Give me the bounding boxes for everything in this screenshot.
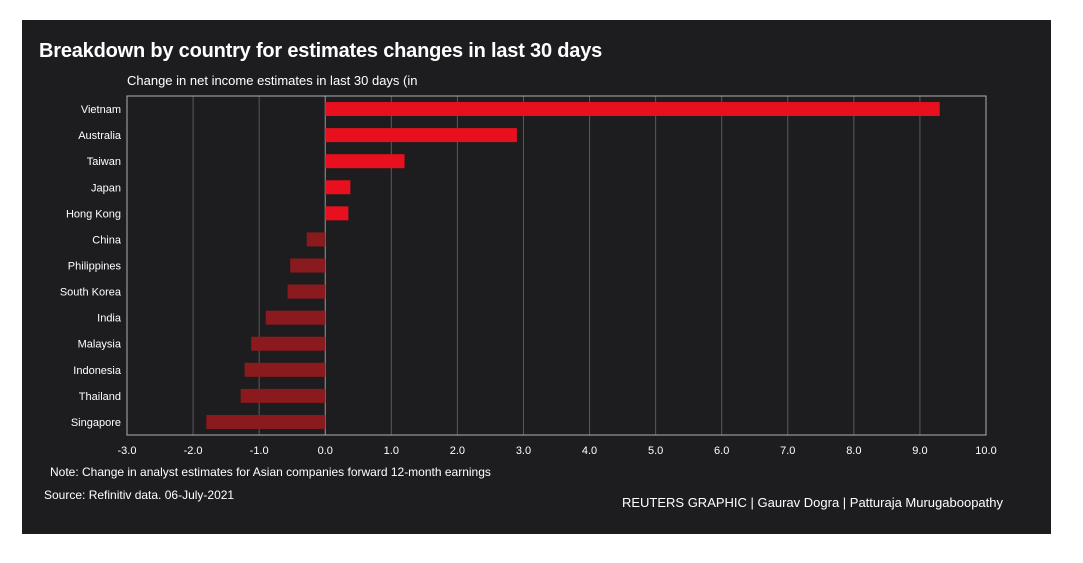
- x-tick-label: -1.0: [250, 445, 269, 457]
- x-tick-label: 10.0: [975, 445, 996, 457]
- category-label: Japan: [91, 182, 121, 194]
- x-tick-label: 5.0: [648, 445, 663, 457]
- x-tick-label: 6.0: [714, 445, 729, 457]
- chart-panel: Breakdown by country for estimates chang…: [22, 20, 1051, 534]
- bar-australia: [325, 128, 517, 143]
- chart-subtitle: Change in net income estimates in last 3…: [127, 73, 418, 88]
- x-tick-label: 8.0: [846, 445, 861, 457]
- x-tick-label: 4.0: [582, 445, 597, 457]
- category-label: Hong Kong: [66, 208, 121, 220]
- bar-south-korea: [287, 284, 326, 299]
- category-label: Philippines: [68, 261, 122, 273]
- category-label: Thailand: [79, 391, 121, 403]
- bar-china: [306, 232, 326, 247]
- bar-thailand: [240, 388, 326, 403]
- bar-india: [265, 310, 326, 325]
- bar-hong-kong: [325, 206, 349, 221]
- category-label: Indonesia: [73, 365, 122, 377]
- bar-vietnam: [325, 102, 940, 117]
- x-tick-label: 3.0: [516, 445, 531, 457]
- bar-chart: Vietnam Australia Taiwan Japan Hong Kong Chin…: [60, 95, 997, 457]
- x-tick-labels: -3.0 -2.0 -1.0 0.0 1.0 2.0 3.0 4.0 5.0 6.0 7.0 8.0 9…: [118, 445, 997, 457]
- chart-title: Breakdown by country for estimates chang…: [39, 40, 603, 62]
- x-tick-label: 2.0: [450, 445, 465, 457]
- bar-singapore: [206, 414, 326, 429]
- x-tick-label: 1.0: [384, 445, 399, 457]
- bar-taiwan: [325, 154, 405, 169]
- category-label: Taiwan: [87, 156, 121, 168]
- gridlines: [192, 96, 921, 435]
- chart-credit: REUTERS GRAPHIC | Gaurav Dogra | Pattura…: [621, 495, 1003, 510]
- chart-source: Source: Refinitiv data. 06-July-2021: [44, 488, 235, 502]
- x-tick-label: -2.0: [184, 445, 203, 457]
- chart-note: Note: Change in analyst estimates for As…: [50, 465, 491, 479]
- category-labels: Vietnam Australia Taiwan Japan Hong Kong Chin…: [60, 104, 122, 429]
- bar-japan: [325, 180, 351, 195]
- category-label: South Korea: [60, 287, 122, 299]
- category-label: Australia: [78, 130, 122, 142]
- category-label: Malaysia: [78, 339, 122, 351]
- category-label: Singapore: [71, 417, 121, 429]
- x-tick-label: 9.0: [912, 445, 927, 457]
- category-label: India: [97, 313, 122, 325]
- x-tick-label: 0.0: [318, 445, 333, 457]
- category-label: Vietnam: [81, 104, 121, 116]
- x-tick-label: 7.0: [780, 445, 795, 457]
- bar-indonesia: [244, 362, 326, 377]
- bars: [206, 102, 940, 429]
- bar-malaysia: [251, 336, 326, 351]
- x-tick-label: -3.0: [118, 445, 137, 457]
- category-label: China: [92, 234, 122, 246]
- plot-frame: [126, 95, 987, 436]
- bar-philippines: [290, 258, 326, 273]
